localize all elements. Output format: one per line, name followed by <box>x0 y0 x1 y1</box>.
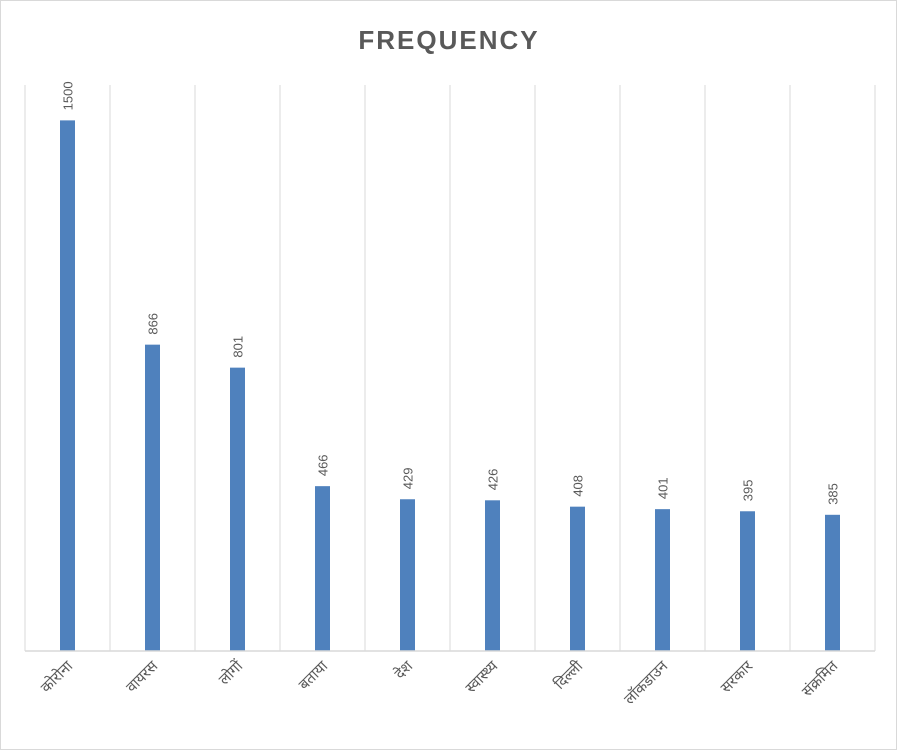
bar <box>230 367 245 651</box>
bar <box>400 499 415 651</box>
bar <box>655 509 670 651</box>
data-label: 866 <box>146 313 161 335</box>
bar <box>740 511 755 651</box>
data-label: 395 <box>741 480 756 502</box>
bar <box>315 486 330 651</box>
gridlines <box>24 85 876 651</box>
bars <box>60 120 840 651</box>
category-label: बताया <box>295 656 332 693</box>
category-label: लोगों <box>215 656 247 688</box>
data-label: 1500 <box>61 81 76 110</box>
category-label: लॉकडाउन <box>620 657 671 708</box>
data-labels: 1500 866 801 466 429 426 408 401 395 385 <box>61 81 841 504</box>
category-label: कोरोना <box>37 656 77 696</box>
chart-title: FREQUENCY <box>358 25 539 55</box>
category-label: संक्रमित <box>798 657 841 700</box>
bar <box>825 514 840 651</box>
data-label: 385 <box>826 483 841 505</box>
category-label: सरकार <box>717 656 757 696</box>
category-label: वायरस <box>122 656 162 696</box>
data-label: 426 <box>486 469 501 491</box>
data-label: 401 <box>656 477 671 499</box>
data-label: 801 <box>231 336 246 358</box>
bar <box>485 500 500 651</box>
data-label: 466 <box>316 454 331 476</box>
bar <box>570 506 585 651</box>
category-label: दिल्ली <box>550 656 587 693</box>
category-label: स्वास्थ्य <box>462 657 502 697</box>
category-labels: कोरोना वायरस लोगों बताया देश स्वास्थ्य दिल्ली ल… <box>37 656 842 708</box>
category-label: देश <box>391 657 417 683</box>
data-label: 408 <box>571 475 586 497</box>
data-label: 429 <box>401 468 416 490</box>
bar <box>145 344 160 651</box>
bar <box>60 120 75 651</box>
